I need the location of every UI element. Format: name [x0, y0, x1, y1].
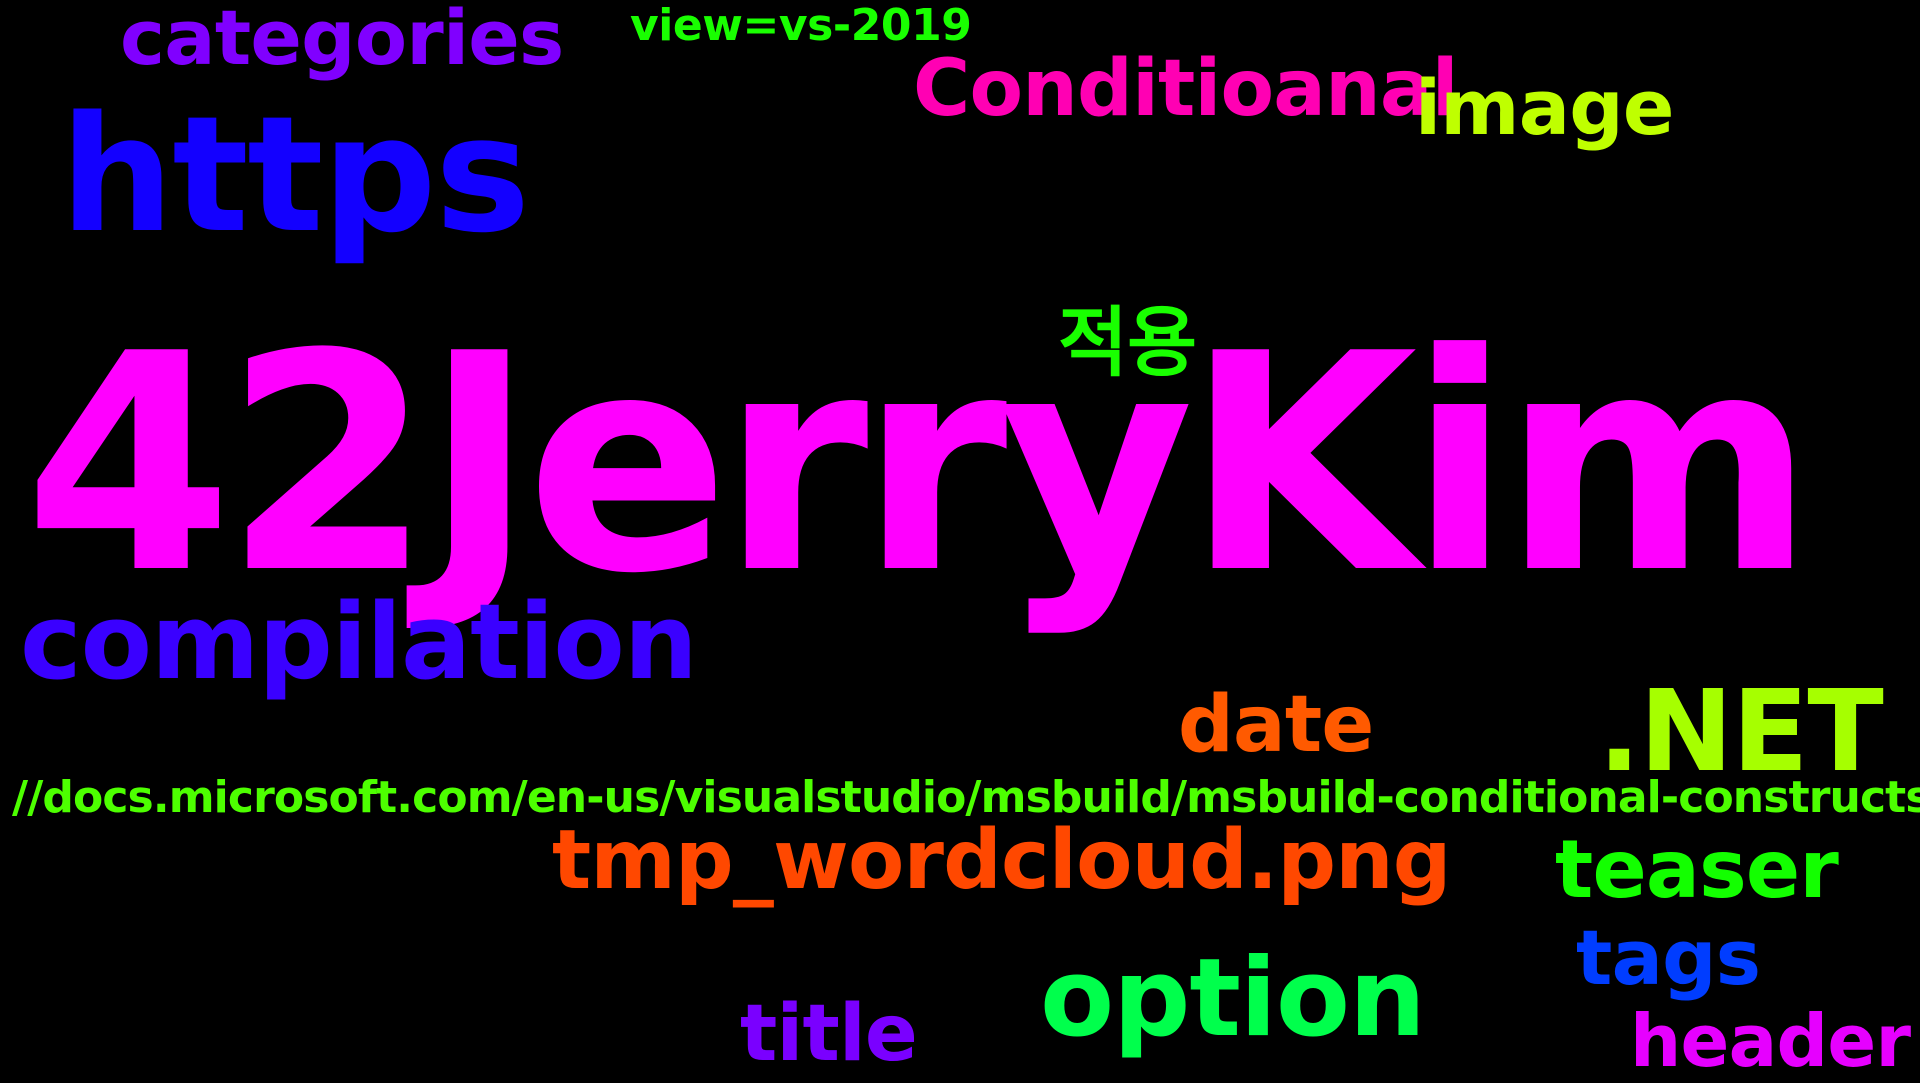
word-option: option	[1040, 936, 1426, 1061]
word-view-vs-2019: view=vs-2019	[630, 0, 972, 51]
word-compilation: compilation	[20, 581, 698, 703]
word-conditioanal: Conditioanal	[913, 44, 1458, 134]
word-tmp-wordcloud-png: tmp_wordcloud.png	[552, 813, 1451, 908]
word-image: image	[1415, 63, 1674, 152]
word-https: https	[60, 81, 530, 268]
word-docs-url: //docs.microsoft.com/en-us/visualstudio/…	[12, 772, 1920, 823]
word-jeok-yong: 적용	[1058, 298, 1197, 387]
word-teaser: teaser	[1555, 823, 1839, 916]
word-tags: tags	[1576, 913, 1761, 1002]
word-header: header	[1630, 999, 1911, 1083]
word-date: date	[1178, 680, 1374, 770]
word-42jerrykim: 42JerryKim	[24, 290, 1815, 639]
word-title: title	[740, 989, 918, 1079]
word-categories: categories	[120, 0, 564, 82]
word-dotnet: .NET	[1598, 667, 1884, 797]
